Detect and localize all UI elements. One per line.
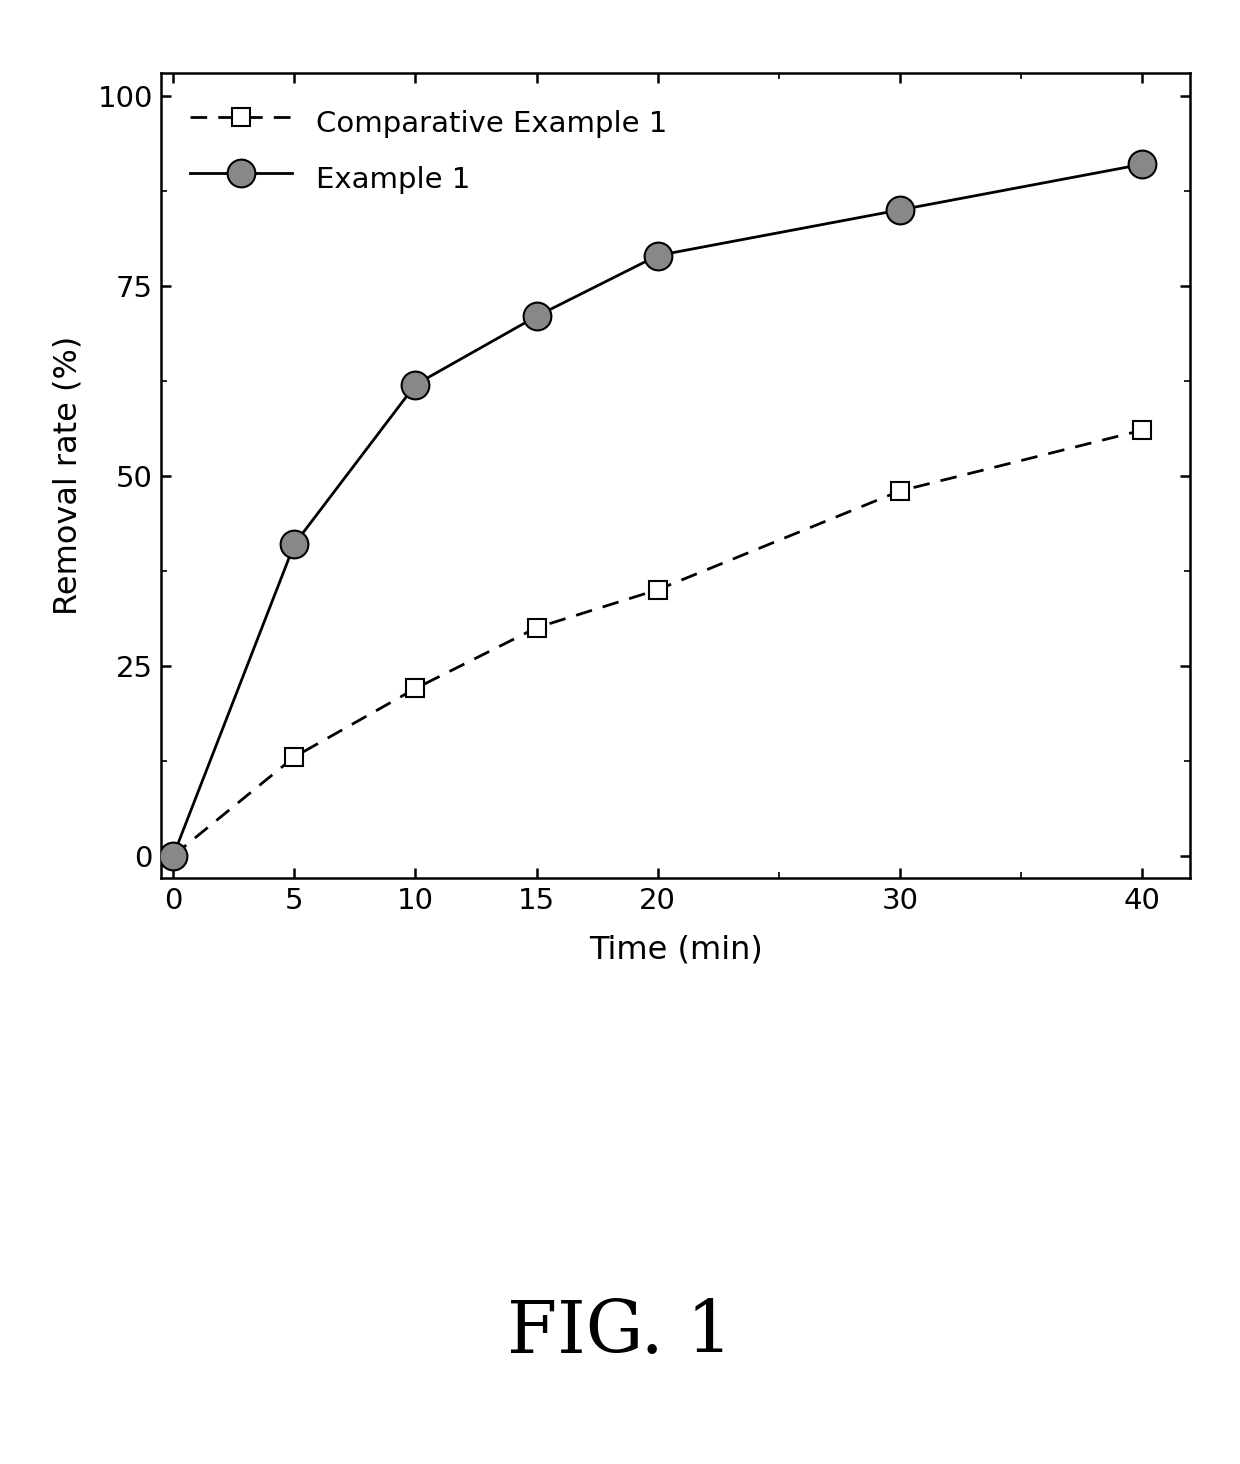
X-axis label: Time (min): Time (min)	[589, 934, 763, 965]
Comparative Example 1	[166, 846, 181, 864]
Comparative Example 1	[893, 482, 908, 499]
Example 1	[893, 201, 908, 218]
Comparative Example 1	[408, 679, 423, 697]
Line: Example 1: Example 1	[160, 151, 1156, 870]
Comparative Example 1	[286, 748, 301, 766]
Comparative Example 1	[1135, 422, 1149, 439]
Example 1	[408, 376, 423, 394]
Comparative Example 1	[529, 619, 544, 637]
Legend: Comparative Example 1, Example 1: Comparative Example 1, Example 1	[176, 88, 682, 214]
Example 1	[529, 307, 544, 325]
Example 1	[286, 536, 301, 553]
Example 1	[650, 247, 665, 265]
Line: Comparative Example 1: Comparative Example 1	[164, 422, 1151, 865]
Example 1	[1135, 155, 1149, 173]
Example 1	[166, 846, 181, 864]
Text: FIG. 1: FIG. 1	[507, 1297, 733, 1367]
Comparative Example 1	[650, 581, 665, 599]
Y-axis label: Removal rate (%): Removal rate (%)	[52, 337, 83, 615]
